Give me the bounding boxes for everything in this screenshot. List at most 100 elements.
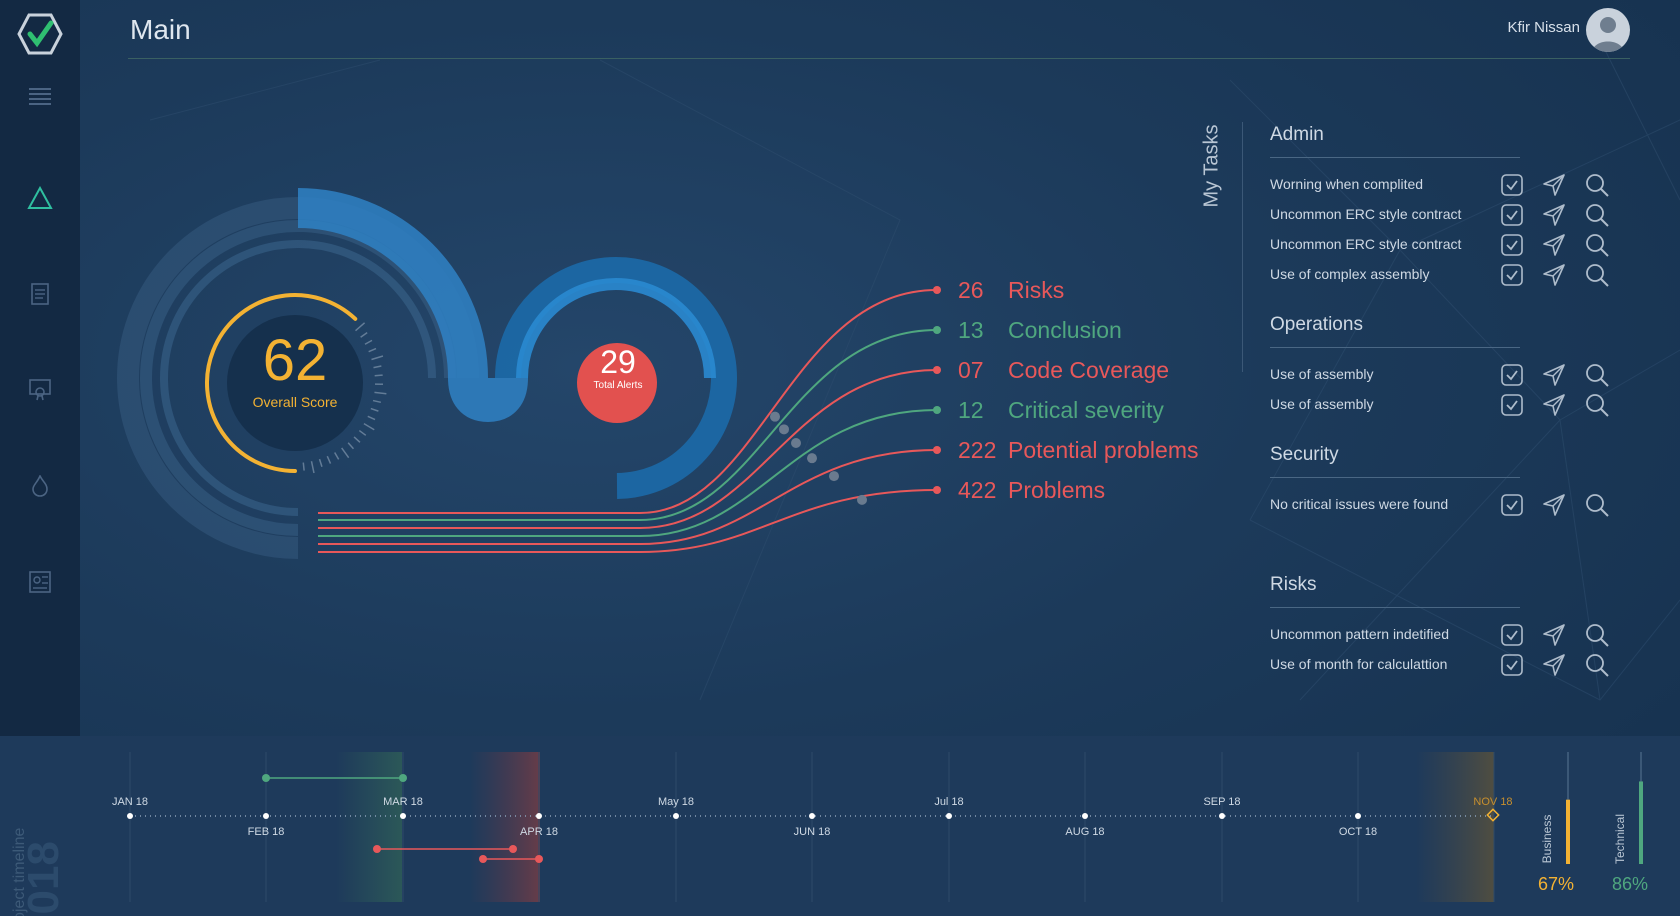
send-icon[interactable] [1542,173,1566,197]
user-name[interactable]: Kfir Nissan [1507,19,1580,36]
task-item: Uncommon pattern indetified [1270,619,1620,649]
search-icon[interactable] [1585,173,1609,197]
alerts-disk [577,343,657,423]
task-item: Use of month for calculattion [1270,649,1620,679]
business-label: Business [1540,814,1554,864]
month-label: MAR 18 [383,796,423,808]
metric-label: Potential problems [1008,436,1199,463]
task-label: Worning when complited [1270,176,1424,192]
search-icon[interactable] [1585,493,1609,517]
settings-panel-icon[interactable] [20,562,60,602]
outer-ring-3 [160,240,436,516]
search-icon[interactable] [1585,263,1609,287]
task-label: Use of complex assembly [1270,266,1430,282]
metric-value: 12 [958,396,984,423]
right-ring [495,257,738,499]
send-icon[interactable] [1542,393,1566,417]
metric-curve [318,329,938,521]
task-item: Uncommon ERC style contract [1270,199,1620,229]
month-label: NOV 18 [1473,796,1513,808]
metric-potential-problems[interactable]: 222 Potential problems [958,435,1199,465]
metric-curve-knot [791,438,801,449]
metric-value: 07 [958,356,984,383]
metric-curve-knot [829,471,839,482]
metric-value: 13 [958,316,984,343]
flame-icon[interactable] [20,466,60,506]
month-label: May 18 [657,796,695,808]
search-icon[interactable] [1585,233,1609,257]
month-label: Jul 18 [934,796,964,808]
search-icon[interactable] [1585,203,1609,227]
technical-label: Technical [1613,813,1627,865]
score-ticks [302,322,387,474]
avatar[interactable] [1586,8,1630,52]
checkbox-icon[interactable] [1500,233,1524,257]
task-group-title: Operations [1270,314,1363,335]
metric-curve-endpoint [933,486,941,494]
checkbox-icon[interactable] [1500,173,1524,197]
metric-label: Critical severity [1008,396,1164,423]
checkbox-icon[interactable] [1500,393,1524,417]
menu-icon[interactable] [20,76,60,116]
metric-curve-knot [807,453,817,464]
metric-curve-endpoint [933,406,941,414]
task-group-divider [1270,477,1520,478]
send-icon[interactable] [1542,623,1566,647]
metric-curve [318,409,938,537]
right-ring-inner [516,278,716,379]
triangle-icon[interactable] [20,178,60,218]
search-icon[interactable] [1585,363,1609,387]
checkbox-icon[interactable] [1500,653,1524,677]
month-label: APR 18 [520,826,558,838]
search-icon[interactable] [1585,623,1609,647]
send-icon[interactable] [1542,233,1566,257]
business-value: 67% [1538,874,1575,894]
total-alerts[interactable]: 29 Total Alerts [578,344,658,391]
task-group-title: Security [1270,444,1339,465]
send-icon[interactable] [1542,653,1566,677]
score-value: 62 [262,328,328,393]
project-timeline: Project timeline 2018 JAN 18 MAR 18 May … [0,736,1680,916]
task-group-title: Risks [1270,574,1317,595]
task-item: No critical issues were found [1270,489,1620,519]
metric-value: 222 [958,436,997,463]
metric-problems[interactable]: 422 Problems [958,475,1105,505]
alerts-value: 29 [600,344,636,380]
overall-score: 62 Overall Score [215,328,375,411]
task-label: Uncommon ERC style contract [1270,206,1462,222]
month-label: AUG 18 [1065,826,1105,838]
my-tasks-heading: My Tasks [1196,118,1228,208]
search-icon[interactable] [1585,653,1609,677]
send-icon[interactable] [1542,493,1566,517]
document-icon[interactable] [20,274,60,314]
send-icon[interactable] [1542,203,1566,227]
metric-code-coverage[interactable]: 07 Code Coverage [958,355,1169,385]
metric-conclusion[interactable]: 13 Conclusion [958,315,1122,345]
task-label: Uncommon pattern indetified [1270,626,1449,642]
search-icon[interactable] [1585,393,1609,417]
task-label: Use of month for calculattion [1270,656,1448,672]
checkbox-icon[interactable] [1500,493,1524,517]
metric-label: Conclusion [1008,316,1122,343]
certificate-icon[interactable] [20,370,60,410]
task-item: Uncommon ERC style contract [1270,229,1620,259]
checkbox-icon[interactable] [1500,363,1524,387]
timeline-year: Project timeline 2018 [4,796,84,916]
metric-curve-knot [779,424,789,435]
metric-label: Code Coverage [1008,356,1170,383]
logo[interactable] [17,12,63,56]
metric-curve [318,369,938,529]
checkbox-icon[interactable] [1500,263,1524,287]
metric-curve-knot [857,494,867,505]
checkbox-icon[interactable] [1500,623,1524,647]
checkbox-icon[interactable] [1500,203,1524,227]
send-icon[interactable] [1542,263,1566,287]
metric-critical-severity[interactable]: 12 Critical severity [958,395,1164,425]
task-group-title: Admin [1270,124,1324,145]
send-icon[interactable] [1542,363,1566,387]
metric-risks[interactable]: 26 Risks [958,275,1064,305]
timeline-graphic [127,752,1643,902]
task-label: Use of assembly [1270,366,1374,382]
task-group-divider [1270,607,1520,608]
